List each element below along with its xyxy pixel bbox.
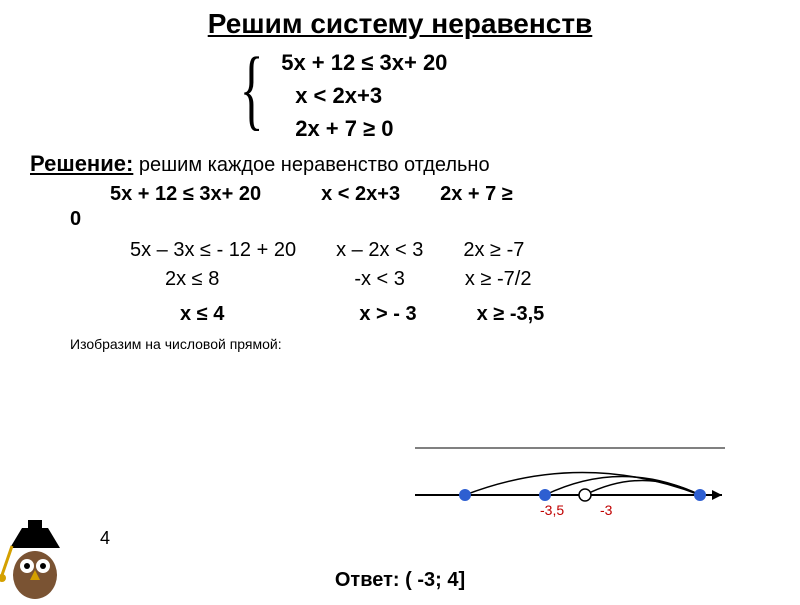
head-col2: х < 2х+3 [321, 183, 400, 205]
result-c3: х ≥ -3,5 [477, 303, 545, 325]
owl-icon [0, 520, 70, 600]
head-col3: 2х + 7 ≥ [440, 183, 513, 205]
step2-c3: х ≥ -7/2 [465, 268, 532, 290]
tick-b: -3 [600, 502, 613, 518]
solution-line: Решение: решим каждое неравенство отдель… [0, 151, 800, 177]
answer-line: Ответ: ( -3; 4] [0, 569, 800, 592]
label-four: 4 [100, 528, 110, 549]
system-eq3: 2х + 7 ≥ 0 [281, 112, 447, 145]
result-c1: х ≤ 4 [180, 303, 224, 325]
step2-row: 2х ≤ 8 -х < 3 х ≥ -7/2 [0, 268, 800, 291]
step1-c2: х – 2х < 3 [336, 239, 423, 261]
column-headers: 5х + 12 ≤ 3х+ 20 х < 2х+3 2х + 7 ≥ [0, 183, 800, 206]
solution-label: Решение: [30, 151, 133, 176]
step1-c1: 5х – 3х ≤ - 12 + 20 [130, 239, 296, 261]
result-c2: х > - 3 [359, 303, 416, 325]
brace-icon: { [240, 52, 264, 129]
system-eq1: 5х + 12 ≤ 3х+ 20 [281, 46, 447, 79]
solution-desc: решим каждое неравенство отдельно [133, 154, 489, 176]
result-row: х ≤ 4 х > - 3 х ≥ -3,5 [0, 303, 800, 326]
head-col1: 5х + 12 ≤ 3х+ 20 [110, 183, 261, 205]
numberline-label: Изобразим на числовой прямой: [0, 336, 800, 352]
step2-c1: 2х ≤ 8 [165, 268, 219, 290]
step1-row: 5х – 3х ≤ - 12 + 20 х – 2х < 3 2х ≥ -7 [0, 239, 800, 262]
step1-c3: 2х ≥ -7 [463, 239, 524, 261]
step2-c2: -х < 3 [354, 268, 405, 290]
system-block: { 5х + 12 ≤ 3х+ 20 х < 2х+3 2х + 7 ≥ 0 [0, 44, 800, 145]
head-trailing-zero: 0 [0, 208, 800, 231]
number-line: -3,5 -3 [410, 440, 740, 530]
page-title: Решим систему неравенств [0, 0, 800, 40]
system-eq2: х < 2х+3 [281, 79, 447, 112]
tick-a: -3,5 [540, 502, 564, 518]
